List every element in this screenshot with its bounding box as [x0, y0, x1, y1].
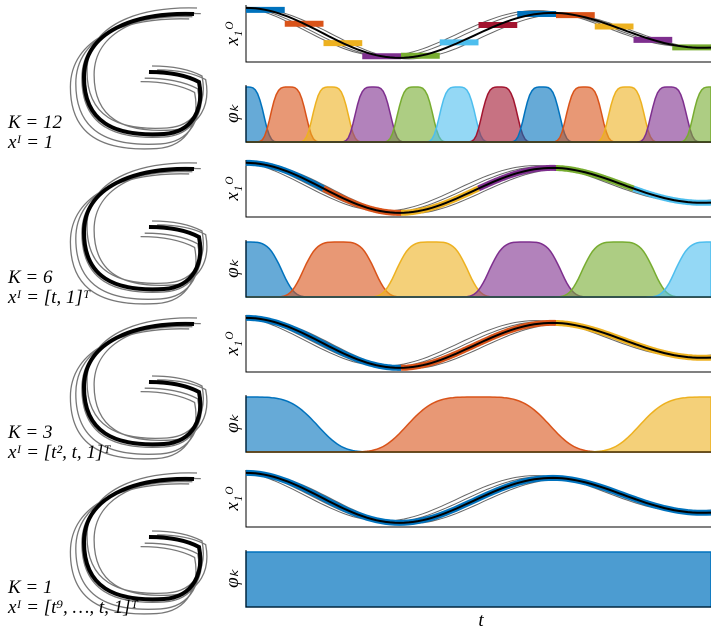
- axes: [245, 315, 711, 373]
- demo-trace: [93, 12, 208, 132]
- basis-function: [245, 551, 711, 608]
- k-label: K = 12: [7, 112, 62, 133]
- k-label: K = 3: [7, 422, 53, 443]
- axes: [245, 395, 711, 453]
- demo-trace: [93, 477, 208, 597]
- output-axis-label: x₁ᴼ: [222, 331, 243, 356]
- axes: [245, 160, 711, 218]
- input-label: xᴵ = [t², t, 1]ᵀ: [7, 442, 111, 463]
- axes: [245, 5, 711, 63]
- reproduction-trace: [81, 166, 203, 292]
- mean-curve: [245, 6, 711, 59]
- demo-trace: [86, 317, 204, 440]
- input-label: xᴵ = 1: [7, 132, 53, 153]
- basis-axis-label: φₖ: [222, 568, 243, 588]
- demo-curve: [245, 316, 711, 367]
- output-axis-label: x₁ᴼ: [222, 486, 243, 511]
- demo-curve: [245, 6, 711, 57]
- segment: [322, 185, 401, 216]
- output-axis-label: x₁ᴼ: [222, 176, 243, 201]
- demo-curve: [245, 161, 711, 212]
- reproduction-trace: [81, 476, 203, 602]
- k-label: K = 6: [7, 267, 53, 288]
- demo-curve: [245, 8, 711, 60]
- reproduction-trace: [81, 321, 203, 447]
- demo-curve: [245, 471, 711, 522]
- basis-axis-label: φₖ: [222, 103, 243, 123]
- demo-curve: [245, 6, 711, 58]
- axes: [245, 550, 711, 608]
- demo-trace: [93, 167, 208, 287]
- row: K = 1xᴵ = [t⁹, …, t, 1]ᵀ x₁ᴼ φₖ: [7, 469, 711, 618]
- axes: [245, 240, 711, 298]
- mean-curve: [245, 471, 711, 524]
- demo-trace: [93, 322, 208, 442]
- basis-axis-label: φₖ: [222, 258, 243, 278]
- k-label: K = 1: [7, 577, 53, 598]
- output-axis-label: x₁ᴼ: [222, 21, 243, 46]
- axes: [245, 85, 711, 143]
- demo-trace: [86, 472, 204, 595]
- demo-trace: [86, 7, 204, 130]
- basis-axis-label: φₖ: [222, 413, 243, 433]
- row: K = 6xᴵ = [t, 1]ᵀ x₁ᴼ φₖ: [7, 159, 711, 308]
- input-label: xᴵ = [t, 1]ᵀ: [7, 287, 91, 308]
- segment: [556, 320, 711, 361]
- axes: [245, 470, 711, 528]
- input-label: xᴵ = [t⁹, …, t, 1]ᵀ: [7, 597, 139, 618]
- row: K = 3xᴵ = [t², t, 1]ᵀ x₁ᴼ φₖ: [7, 314, 711, 463]
- mean-curve: [245, 161, 711, 214]
- demo-trace: [86, 162, 204, 285]
- mean-curve: [245, 316, 711, 369]
- time-axis-label: t: [478, 610, 484, 631]
- reproduction-trace: [81, 11, 203, 137]
